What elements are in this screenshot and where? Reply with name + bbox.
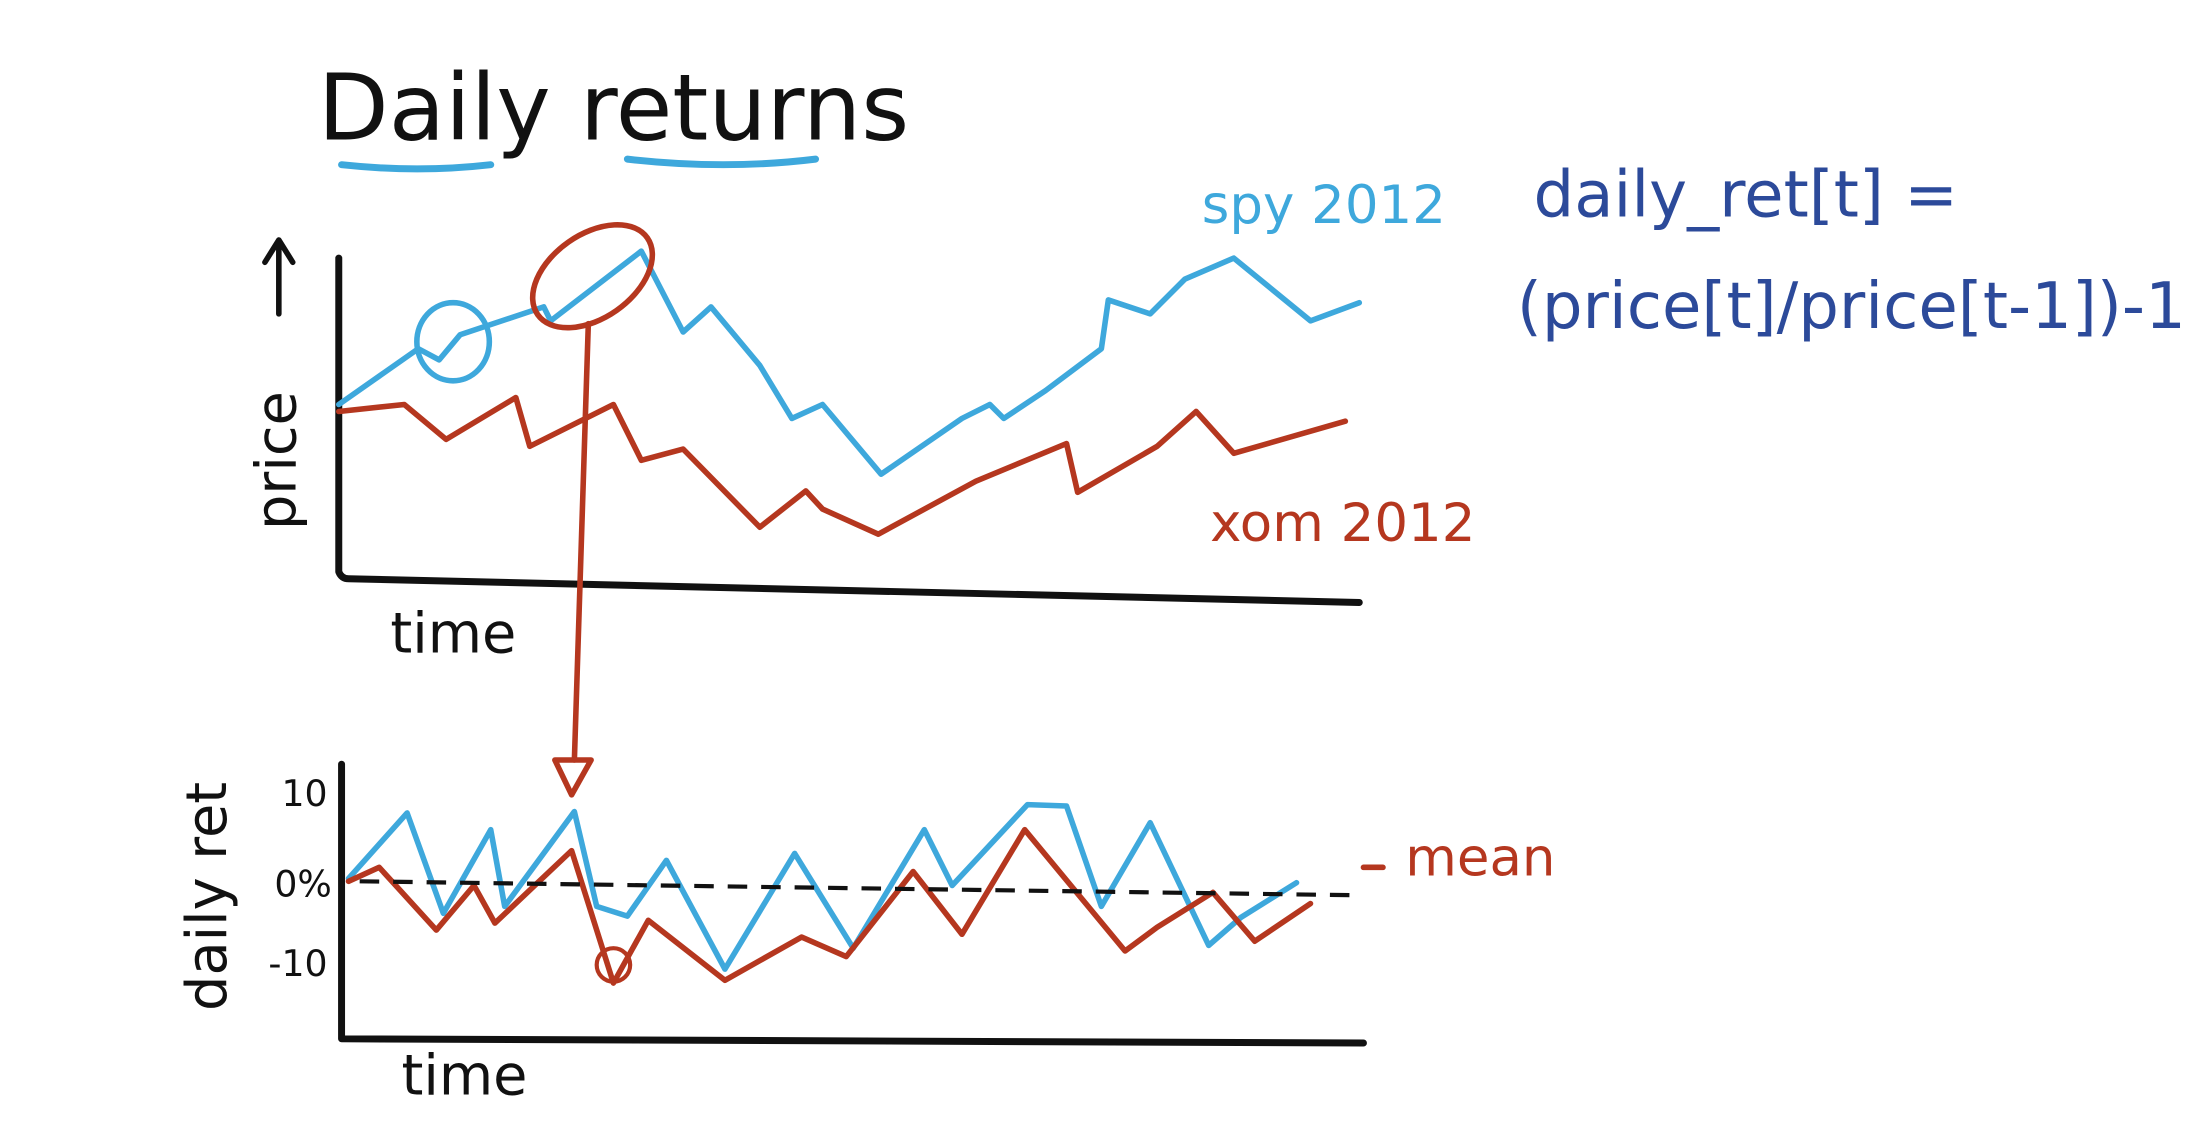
title-underline: [623, 155, 820, 169]
formula-rhs: (price[t]/price[t-1])-1: [1517, 269, 2186, 344]
y-axis-label: daily ret: [175, 782, 240, 1011]
y-tick-label: 10: [282, 772, 328, 815]
title-underline: [338, 161, 495, 173]
y-tick-label: 0%: [274, 863, 331, 906]
y-tick-label: -10: [268, 942, 327, 985]
mean-line: [359, 879, 1356, 898]
title: Daily returns: [318, 55, 909, 162]
series-label: spy 2012: [1202, 175, 1446, 236]
xom-line: [335, 394, 1349, 537]
arrow: [571, 320, 592, 763]
spy-returns: [345, 801, 1300, 972]
formula-lhs: daily_ret[t] =: [1534, 157, 1958, 232]
axis-arrow: [262, 237, 296, 317]
x-axis-label: time: [390, 602, 516, 667]
highlight-circle: [529, 221, 656, 331]
arrow-head: [552, 757, 594, 798]
mean-label: mean: [1405, 828, 1555, 889]
highlight-circle: [414, 299, 493, 384]
spy-line: [335, 248, 1363, 477]
axes: [338, 760, 1367, 1047]
y-axis-label: price: [245, 391, 310, 530]
xom-returns: [345, 826, 1314, 986]
x-axis-label: time: [402, 1044, 528, 1109]
series-label: xom 2012: [1210, 493, 1475, 554]
highlight-circle: [594, 946, 633, 984]
axes: [335, 254, 1363, 606]
